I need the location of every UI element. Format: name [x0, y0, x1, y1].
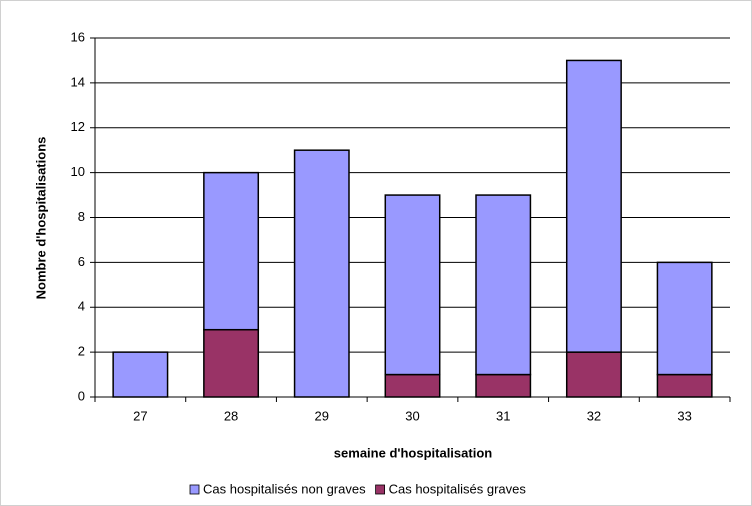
bar-segment	[203, 171, 260, 331]
bar-segment	[384, 194, 441, 376]
x-tick-label: 32	[587, 408, 601, 423]
y-tick-label: 4	[78, 299, 85, 314]
bar-segment	[475, 373, 532, 398]
bar-segment	[565, 59, 622, 353]
legend-swatch	[189, 484, 200, 495]
x-tick-label: 29	[315, 408, 329, 423]
y-tick-label: 2	[78, 344, 85, 359]
legend-swatch	[375, 484, 385, 495]
x-tick-label: 33	[677, 408, 691, 423]
x-tick-label: 27	[133, 408, 147, 423]
y-tick-label: 14	[71, 74, 85, 89]
x-tick-label: 28	[224, 408, 238, 423]
bar-segment	[656, 373, 713, 398]
y-tick-label: 16	[71, 29, 85, 44]
x-tick-label: 31	[496, 408, 510, 423]
y-tick-label: 0	[78, 388, 85, 403]
x-tick-label: 30	[405, 408, 419, 423]
bar-segment	[475, 194, 532, 376]
bar-segment	[112, 351, 169, 398]
y-tick-label: 6	[78, 254, 85, 269]
x-axis-title: semaine d'hospitalisation	[334, 445, 492, 460]
y-axis-title: Nombre d'hospitalisations	[33, 137, 48, 300]
bar-segment	[656, 261, 713, 376]
y-tick-label: 8	[78, 209, 85, 224]
bar-segment	[293, 149, 350, 398]
legend-label: Cas hospitalisés graves	[389, 481, 527, 496]
bar-segment	[384, 373, 441, 398]
bar-segment	[565, 351, 622, 398]
legend-label: Cas hospitalisés non graves	[203, 481, 366, 496]
y-tick-label: 10	[71, 164, 85, 179]
y-tick-label: 12	[71, 119, 85, 134]
bar-segment	[203, 328, 260, 398]
